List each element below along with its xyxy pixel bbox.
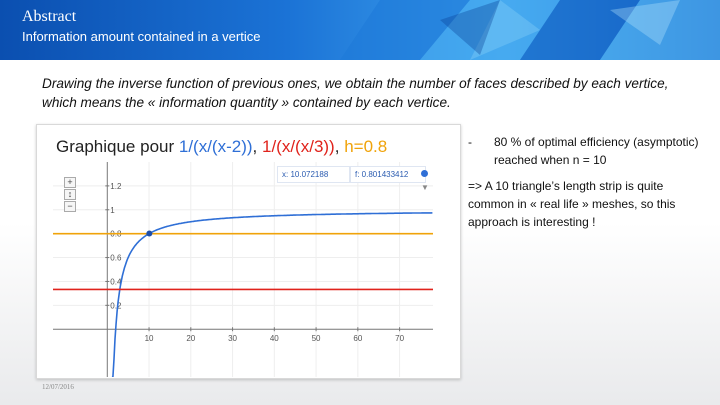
footer-date: 12/07/2016	[42, 383, 74, 391]
x-tick-label: 60	[353, 334, 362, 343]
y-tick-label: 0.4	[110, 277, 122, 286]
zoom-in-button[interactable]: +	[64, 177, 76, 188]
conclusion-text: => A 10 triangle’s length strip is quite…	[468, 179, 676, 229]
graph-title-func1: 1/(x/(x-2))	[178, 137, 253, 156]
graph-title-func2: 1/(x/(x/3))	[262, 137, 335, 156]
x-tick-label: 70	[395, 334, 404, 343]
series-line-1	[111, 212, 433, 377]
banner-pattern	[340, 0, 720, 60]
header-banner: Abstract Information amount contained in…	[0, 0, 720, 60]
graph-title-prefix: Graphique pour	[56, 137, 179, 156]
zoom-control: + ↕ −	[64, 177, 78, 213]
x-tick-label: 50	[312, 334, 321, 343]
readout-f: f: 0.801433412	[350, 166, 426, 183]
series-toggle-dot-icon[interactable]	[421, 170, 428, 177]
graph-title-sep2: ,	[334, 137, 345, 156]
notes-panel: - 80 % of optimal efficiency (asymptotic…	[468, 133, 708, 231]
graph-title-func3: h=0.8	[344, 137, 388, 156]
y-tick-label: 0.6	[110, 254, 122, 263]
highlight-point	[146, 230, 153, 237]
x-tick-label: 20	[186, 334, 195, 343]
graph-title-sep1: ,	[252, 137, 262, 156]
slide-title: Abstract	[22, 8, 77, 25]
readout-x: x: 10.072188	[277, 166, 350, 183]
coordinate-readout: x: 10.072188 f: 0.801433412	[277, 166, 426, 183]
bullet-text: 80 % of optimal efficiency (asymptotic) …	[494, 135, 699, 167]
graph-panel: Graphique pour 1/(x/(x-2)), 1/(x/(x/3)),…	[36, 124, 461, 379]
x-tick-label: 40	[270, 334, 279, 343]
intro-paragraph: Drawing the inverse function of previous…	[42, 76, 669, 110]
y-tick-label: 1	[110, 206, 115, 215]
function-plot[interactable]: 10 20 30 40 50 60 700.20.40.60.811.2	[53, 162, 433, 377]
bullet-dash: -	[468, 135, 472, 149]
pan-handle-icon[interactable]: ↕	[64, 189, 76, 200]
x-tick-label: 30	[228, 334, 237, 343]
bullet-item: - 80 % of optimal efficiency (asymptotic…	[468, 133, 708, 169]
dropdown-arrow-icon[interactable]: ▼	[421, 183, 429, 192]
x-tick-label: 10	[145, 334, 154, 343]
zoom-out-button[interactable]: −	[64, 201, 76, 212]
y-tick-label: 0.2	[110, 301, 122, 310]
slide-subtitle: Information amount contained in a vertic…	[22, 29, 261, 44]
y-tick-label: 1.2	[110, 182, 122, 191]
graph-title: Graphique pour 1/(x/(x-2)), 1/(x/(x/3)),…	[56, 137, 387, 157]
